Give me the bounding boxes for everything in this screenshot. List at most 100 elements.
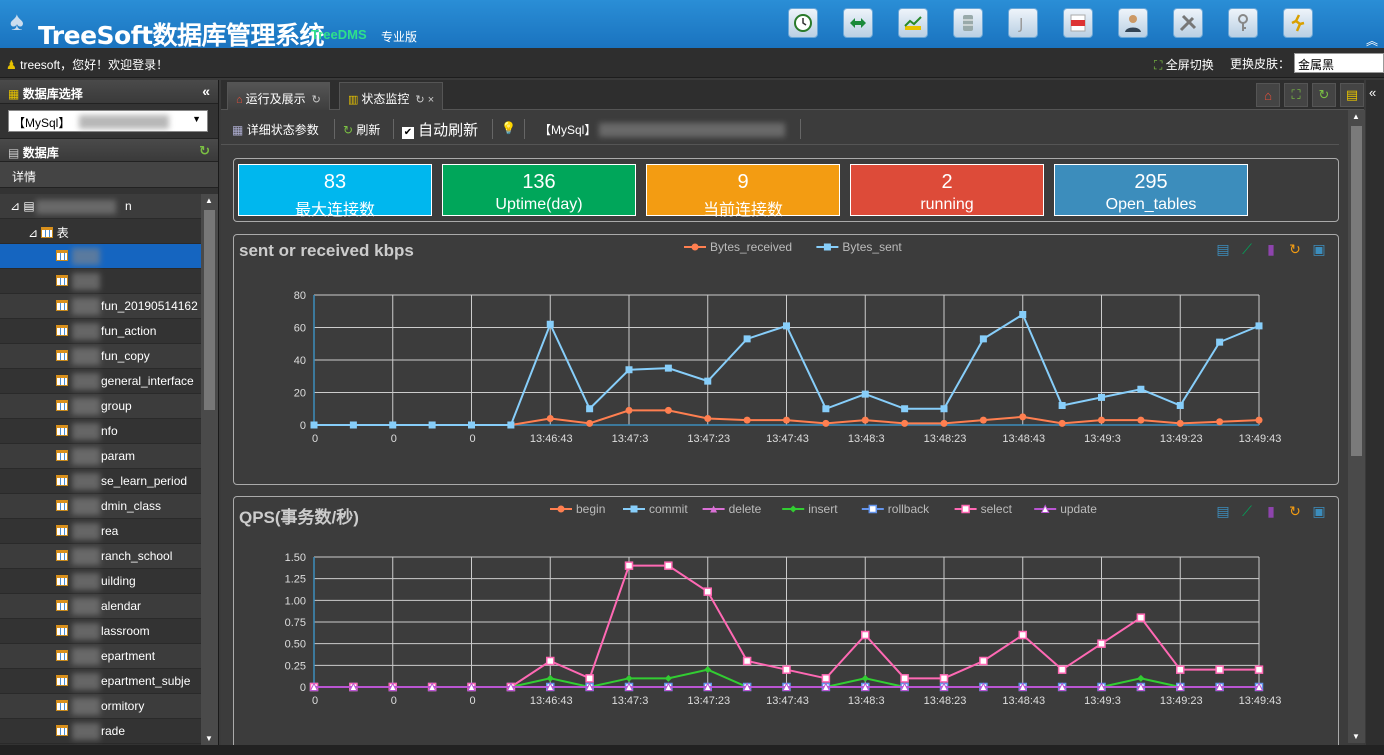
tree-table-item[interactable]: alendar [0, 594, 201, 619]
tree-table-item[interactable] [0, 269, 201, 294]
db-select-dropdown[interactable]: 【MySql】 ▼ [8, 110, 208, 132]
restore-icon[interactable]: ↻ [1289, 240, 1301, 257]
data-point [939, 682, 949, 691]
data-point [546, 674, 554, 682]
svg-text:J: J [1018, 15, 1023, 33]
product-name: TreeDMS [311, 27, 367, 42]
tab-run-display[interactable]: ⌂ 运行及展示 ↻ [227, 82, 330, 110]
tree-table-item[interactable]: dmin_class [0, 494, 201, 519]
bulb-icon[interactable]: 💡 [501, 121, 516, 135]
stat-value: 9 [737, 171, 749, 193]
collapse-header-icon[interactable]: ︽ [1365, 34, 1378, 48]
table-name: epartment [101, 649, 156, 663]
tools-icon[interactable] [1173, 8, 1203, 38]
tree-table-item[interactable]: fun_20190514162 [0, 294, 201, 319]
data-point [703, 587, 712, 596]
refresh-icon[interactable]: ↻ [199, 143, 210, 158]
table-icon [56, 500, 68, 511]
main-scrollbar[interactable]: ▲ ▼ [1348, 110, 1365, 743]
tree-table-item[interactable]: ranch_school [0, 544, 201, 569]
tree-table-item[interactable]: uilding [0, 569, 201, 594]
line-chart-icon[interactable]: ⟋ [1242, 240, 1252, 257]
tree-table-group[interactable]: ⊿ 表 [0, 219, 201, 244]
tree-table-item[interactable]: epartment_subje [0, 669, 201, 694]
x-tick-label: 13:48:23 [924, 695, 967, 707]
save-image-icon[interactable]: ▣ [1312, 240, 1326, 257]
tree-table-item[interactable]: rea [0, 519, 201, 544]
j-icon[interactable]: J [1008, 8, 1038, 38]
window-icon[interactable]: ▤ [1340, 83, 1364, 107]
legend-label: commit [649, 502, 688, 516]
save-image-icon[interactable]: ▣ [1312, 502, 1326, 519]
data-point [1176, 419, 1184, 427]
tree-table-item[interactable]: general_interface [0, 369, 201, 394]
bar-chart-icon[interactable]: ▮ [1267, 502, 1275, 519]
legend-item: rollback [861, 502, 930, 516]
clock-icon[interactable] [788, 8, 818, 38]
tree-db-node[interactable]: ⊿ ▤ n [0, 194, 201, 219]
data-point [546, 415, 554, 422]
data-point [467, 682, 476, 691]
line-chart-icon[interactable]: ⟋ [1242, 502, 1252, 519]
stat-card: 2 running [850, 164, 1044, 216]
data-point [1098, 416, 1105, 424]
data-point [703, 682, 713, 691]
data-view-icon[interactable]: ▤ [1216, 502, 1230, 519]
table-icon [56, 425, 68, 436]
tree-table-item[interactable]: rade [0, 719, 201, 744]
data-point [349, 421, 357, 429]
log-icon[interactable] [1063, 8, 1093, 38]
table-name: general_interface [101, 374, 194, 388]
table-icon [56, 375, 68, 386]
data-point [586, 419, 594, 427]
sidebar-scrollbar[interactable]: ▲ ▼ [201, 194, 218, 745]
arrows-icon[interactable] [843, 8, 873, 38]
user-icon[interactable] [1118, 8, 1148, 38]
chart-icon[interactable] [898, 8, 928, 38]
tree-logo-icon: ♠ [10, 6, 24, 36]
data-point [789, 505, 797, 513]
table-icon [56, 600, 68, 611]
key-icon[interactable] [1228, 8, 1258, 38]
tree-table-item[interactable]: ormitory [0, 694, 201, 719]
x-tick-label: 13:48:23 [924, 433, 967, 445]
collapse-sidebar-icon[interactable]: « [202, 83, 210, 99]
data-point [823, 243, 831, 251]
tree-table-item[interactable]: fun_copy [0, 344, 201, 369]
home-icon[interactable]: ⌂ [1256, 83, 1280, 107]
detail-params-button[interactable]: ▦ 详细状态参数 [232, 123, 319, 137]
tree-table-item[interactable]: param [0, 444, 201, 469]
fullscreen-toggle[interactable]: ⛶ 全屏切换 [1154, 58, 1214, 72]
refresh-icon[interactable]: ↻ [1312, 83, 1336, 107]
data-point [1019, 413, 1027, 421]
tree-table-item[interactable] [0, 244, 201, 269]
tab-status-monitor[interactable]: ▥ 状态监控 ↻ × [339, 82, 444, 110]
tree-table-item[interactable]: group [0, 394, 201, 419]
refresh-button[interactable]: ↻ 刷新 [343, 123, 381, 137]
x-tick-label: 13:47:23 [687, 433, 730, 445]
close-icon[interactable]: ↻ × [415, 94, 435, 106]
tree-table-item[interactable]: nfo [0, 419, 201, 444]
skin-select[interactable]: 金属黑 [1294, 53, 1384, 73]
refresh-tab-icon[interactable]: ↻ [311, 94, 321, 106]
tree-table-item[interactable]: epartment [0, 644, 201, 669]
stat-label: running [920, 196, 974, 213]
x-tick-label: 13:48:43 [1002, 433, 1045, 445]
auto-refresh-checkbox[interactable]: ✔ 自动刷新 [402, 122, 479, 139]
restore-icon[interactable]: ↻ [1289, 502, 1301, 519]
tree-table-item[interactable]: lassroom [0, 619, 201, 644]
table-name: ranch_school [101, 549, 173, 563]
table-icon [56, 625, 68, 636]
bar-chart-icon[interactable]: ▮ [1267, 240, 1275, 257]
run-icon[interactable] [1283, 8, 1313, 38]
stat-card: 295 Open_tables [1054, 164, 1248, 216]
legend-item: commit [623, 502, 688, 516]
collapse-right-icon[interactable]: « [1366, 80, 1384, 745]
data-point [349, 682, 358, 691]
expand-icon[interactable]: ⛶ [1284, 83, 1308, 107]
detail-tab[interactable]: 详情 [0, 162, 218, 188]
tree-table-item[interactable]: fun_action [0, 319, 201, 344]
data-view-icon[interactable]: ▤ [1216, 240, 1230, 257]
database-icon[interactable] [953, 8, 983, 38]
tree-table-item[interactable]: se_learn_period [0, 469, 201, 494]
